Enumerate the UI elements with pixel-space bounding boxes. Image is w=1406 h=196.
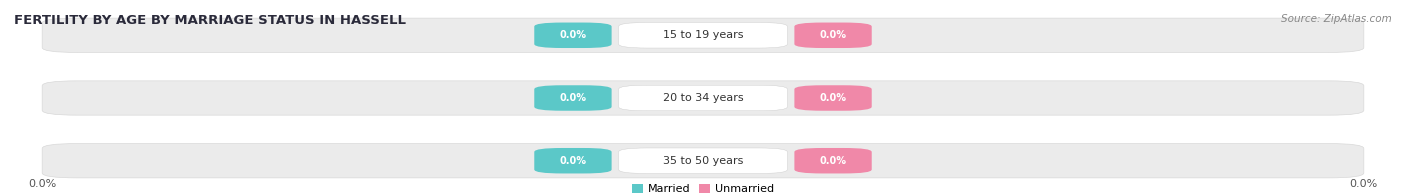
- FancyBboxPatch shape: [534, 23, 612, 48]
- FancyBboxPatch shape: [534, 148, 612, 173]
- FancyBboxPatch shape: [794, 85, 872, 111]
- Text: 0.0%: 0.0%: [820, 156, 846, 166]
- Text: Source: ZipAtlas.com: Source: ZipAtlas.com: [1281, 14, 1392, 24]
- FancyBboxPatch shape: [619, 23, 787, 48]
- Text: 20 to 34 years: 20 to 34 years: [662, 93, 744, 103]
- FancyBboxPatch shape: [619, 148, 787, 173]
- Text: 0.0%: 0.0%: [820, 30, 846, 40]
- Text: 0.0%: 0.0%: [560, 93, 586, 103]
- Text: 35 to 50 years: 35 to 50 years: [662, 156, 744, 166]
- FancyBboxPatch shape: [794, 148, 872, 173]
- Text: 15 to 19 years: 15 to 19 years: [662, 30, 744, 40]
- FancyBboxPatch shape: [42, 143, 1364, 178]
- Text: 0.0%: 0.0%: [560, 156, 586, 166]
- FancyBboxPatch shape: [794, 23, 872, 48]
- Text: 0.0%: 0.0%: [28, 179, 56, 189]
- Legend: Married, Unmarried: Married, Unmarried: [633, 184, 773, 194]
- FancyBboxPatch shape: [42, 18, 1364, 53]
- FancyBboxPatch shape: [619, 85, 787, 111]
- Text: 0.0%: 0.0%: [1350, 179, 1378, 189]
- FancyBboxPatch shape: [534, 85, 612, 111]
- Text: FERTILITY BY AGE BY MARRIAGE STATUS IN HASSELL: FERTILITY BY AGE BY MARRIAGE STATUS IN H…: [14, 14, 406, 27]
- FancyBboxPatch shape: [42, 81, 1364, 115]
- Text: 0.0%: 0.0%: [820, 93, 846, 103]
- Text: 0.0%: 0.0%: [560, 30, 586, 40]
